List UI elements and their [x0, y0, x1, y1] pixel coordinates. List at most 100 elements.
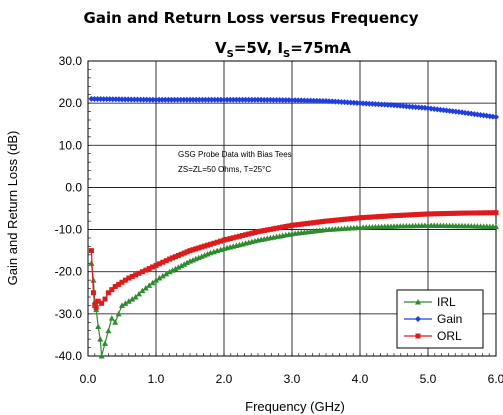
data-point: [214, 239, 220, 245]
data-point: [221, 96, 227, 103]
data-point: [97, 336, 104, 342]
data-point: [320, 219, 326, 225]
data-point: [468, 210, 474, 216]
data-point: [221, 237, 227, 243]
data-point: [109, 287, 115, 293]
data-point: [357, 215, 363, 221]
data-point: [233, 234, 239, 240]
data-point: [481, 210, 487, 216]
data-point: [166, 268, 173, 275]
data-point: [160, 259, 166, 265]
data-point: [184, 259, 191, 266]
data-point: [98, 353, 105, 359]
data-point: [422, 211, 428, 217]
data-point: [100, 96, 107, 103]
data-point: [264, 96, 271, 103]
data-point: [146, 282, 153, 288]
data-point: [243, 232, 249, 238]
data-point: [187, 96, 193, 103]
data-point: [329, 218, 335, 224]
data-point: [493, 223, 499, 230]
data-point: [453, 210, 459, 216]
data-point: [490, 210, 496, 216]
data-point: [261, 96, 268, 103]
data-point: [450, 210, 456, 216]
data-point: [444, 211, 450, 217]
data-point: [109, 96, 116, 103]
subtitle-v-value: =5V, I: [234, 39, 283, 57]
data-point: [129, 296, 136, 302]
data-point: [177, 96, 184, 103]
legend-label-orl: ORL: [437, 329, 462, 343]
data-point: [314, 219, 320, 225]
subtitle-i-value: =75mA: [290, 39, 351, 57]
data-point: [168, 96, 175, 103]
data-point: [354, 215, 360, 221]
data-point: [295, 97, 302, 104]
data-point: [317, 219, 323, 225]
data-point: [217, 96, 224, 103]
data-point: [169, 267, 176, 273]
data-point: [239, 96, 246, 103]
data-point: [394, 213, 400, 219]
data-point: [233, 96, 240, 103]
data-point: [308, 220, 314, 226]
subtitle-v-symbol: V: [215, 39, 227, 57]
data-point: [342, 216, 348, 222]
data-point: [304, 220, 310, 226]
data-point: [119, 302, 125, 308]
series-irl: [88, 222, 499, 359]
subtitle-v-subscript: S: [227, 49, 234, 60]
data-point: [403, 212, 409, 218]
data-point: [258, 96, 265, 103]
data-point: [187, 248, 193, 254]
data-point: [140, 96, 147, 103]
data-point: [174, 96, 181, 103]
data-point: [211, 96, 218, 103]
data-point: [316, 97, 323, 104]
data-point: [428, 211, 434, 217]
data-point: [245, 96, 252, 103]
data-point: [332, 217, 338, 223]
x-tick-label: 6.0: [488, 372, 503, 386]
subtitle-i-subscript: S: [283, 49, 290, 60]
data-point: [252, 229, 258, 235]
data-point: [90, 277, 97, 283]
data-point: [97, 96, 104, 103]
annotation-line-2: ZS=ZL=50 Ohms, T=25°C: [178, 165, 271, 174]
data-point: [149, 96, 156, 103]
data-point: [224, 236, 230, 242]
data-point: [382, 213, 388, 219]
legend: IRL Gain ORL: [396, 289, 484, 349]
data-point: [298, 97, 305, 104]
data-point: [301, 221, 307, 227]
legend-marker-orl: [415, 333, 421, 339]
data-point: [434, 211, 440, 217]
data-point: [242, 96, 249, 103]
data-point: [437, 211, 443, 217]
legend-label-irl: IRL: [437, 295, 456, 309]
y-tick-label: 20.0: [59, 96, 83, 110]
data-point: [159, 272, 166, 279]
data-point: [163, 258, 169, 264]
data-point: [150, 264, 156, 270]
legend-marker-gain: [415, 316, 421, 322]
data-point: [307, 97, 314, 104]
data-point: [478, 210, 484, 216]
data-point: [156, 275, 163, 281]
data-point: [379, 213, 385, 219]
data-point: [319, 97, 326, 104]
data-point: [131, 96, 138, 103]
data-point: [116, 281, 122, 287]
data-point: [264, 227, 270, 233]
data-point: [471, 210, 477, 216]
data-point: [230, 96, 237, 103]
x-tick-label: 5.0: [420, 372, 437, 386]
data-point: [112, 319, 119, 325]
data-point: [372, 214, 378, 220]
data-point: [181, 261, 188, 267]
data-point: [136, 270, 142, 276]
data-point: [391, 213, 397, 219]
x-axis-ticks: 0.0 1.0 2.0 3.0 4.0 5.0 6.0: [80, 372, 503, 386]
